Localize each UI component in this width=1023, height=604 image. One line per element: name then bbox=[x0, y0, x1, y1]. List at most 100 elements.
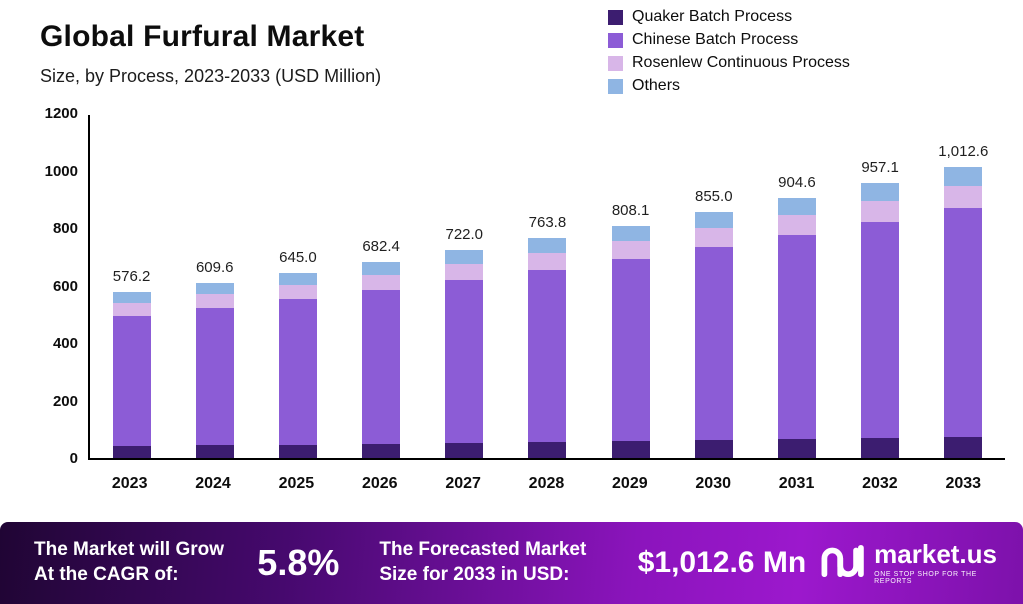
x-tick-2031: 2031 bbox=[778, 475, 815, 492]
legend-item-2: Chinese Batch Process bbox=[608, 31, 850, 49]
chart: 0 200 400 600 800 1000 1200 576.2 609.6 645.0 682.… bbox=[45, 105, 1005, 493]
footer-banner: The Market will Grow At the CAGR of: 5.8… bbox=[0, 522, 1023, 604]
bar-segment bbox=[777, 234, 816, 440]
y-tick-label: 400 bbox=[52, 335, 78, 352]
legend: Quaker Batch Process Chinese Batch Proces… bbox=[608, 8, 850, 95]
bar-total-label: 904.6 bbox=[778, 173, 816, 191]
bar-total-label: 1,012.6 bbox=[938, 142, 989, 160]
bar-segment bbox=[528, 252, 567, 270]
chart-subtitle: Size, by Process, 2023-2033 (USD Million… bbox=[40, 66, 382, 86]
bar-group-2027: 722.0 bbox=[424, 226, 504, 458]
bar-segment bbox=[694, 212, 733, 229]
bar-segment bbox=[944, 186, 983, 209]
bar-segment bbox=[445, 443, 484, 458]
bar-segment bbox=[861, 221, 900, 439]
bar-group-2031: 904.6 bbox=[757, 174, 837, 458]
bar-segment bbox=[611, 258, 650, 442]
bar-segment bbox=[777, 197, 816, 216]
bar-group-2023: 576.2 bbox=[92, 268, 172, 458]
cagr-label: The Market will Grow At the CAGR of: bbox=[34, 539, 225, 585]
bar-total-label: 763.8 bbox=[528, 214, 567, 232]
legend-item-1: Quaker Batch Process bbox=[608, 8, 850, 26]
bar-segment bbox=[611, 241, 650, 259]
bar-segment bbox=[694, 228, 733, 248]
bar-segment bbox=[944, 166, 983, 187]
legend-label: Rosenlew Continuous Process bbox=[632, 54, 850, 71]
legend-label: Quaker Batch Process bbox=[632, 8, 793, 25]
brand-block: market.us ONE STOP SHOP FOR THE REPORTS bbox=[820, 541, 997, 586]
bar-segment bbox=[195, 282, 234, 295]
brand-text: market.us ONE STOP SHOP FOR THE REPORTS bbox=[874, 541, 997, 585]
bar-segment bbox=[861, 201, 900, 222]
bar-group-2033: 1,012.6 bbox=[923, 143, 1003, 458]
brand-name: market.us bbox=[874, 539, 997, 569]
x-tick-2033: 2033 bbox=[945, 475, 982, 492]
y-tick-label: 800 bbox=[52, 220, 78, 237]
x-axis-labels: 2023 2024 2025 2026 2027 2028 2029 2030 2031 2032… bbox=[88, 475, 1005, 493]
bar-segment bbox=[278, 298, 317, 445]
cagr-value: 5.8% bbox=[257, 542, 340, 583]
plot-area: 0 200 400 600 800 1000 1200 576.2 609.6 645.0 682.… bbox=[45, 105, 1005, 467]
bar-segment bbox=[694, 247, 733, 441]
bar-group-2028: 763.8 bbox=[507, 214, 587, 458]
x-tick-2030: 2030 bbox=[695, 475, 731, 492]
bar-total-label: 855.0 bbox=[695, 188, 733, 206]
x-tick-2028: 2028 bbox=[528, 475, 565, 492]
y-tick-label: 1200 bbox=[44, 105, 78, 122]
bar-segment bbox=[278, 284, 317, 299]
bar-segment bbox=[528, 238, 567, 253]
bar-segment bbox=[611, 225, 650, 242]
bar-segment bbox=[944, 437, 983, 458]
bar-segment bbox=[611, 441, 650, 458]
bar-segment bbox=[362, 261, 401, 275]
y-tick-label: 200 bbox=[52, 392, 78, 410]
bar-total-label: 576.2 bbox=[112, 268, 151, 286]
bar-segment bbox=[362, 274, 401, 290]
bar-segment bbox=[278, 444, 317, 458]
bar-2027 bbox=[445, 250, 484, 458]
bar-segment bbox=[528, 442, 567, 458]
bar-segment bbox=[195, 307, 234, 446]
bar-2024 bbox=[195, 282, 234, 458]
x-tick-2024: 2024 bbox=[195, 475, 231, 492]
x-tick-2023: 2023 bbox=[111, 475, 148, 492]
bar-2023 bbox=[112, 292, 151, 458]
x-tick-2025: 2025 bbox=[278, 475, 315, 492]
bar-total-label: 957.1 bbox=[861, 158, 899, 176]
bar-segment bbox=[861, 182, 900, 202]
brand-tagline: ONE STOP SHOP FOR THE REPORTS bbox=[874, 571, 977, 585]
bar-segment bbox=[112, 292, 151, 304]
forecast-value: $1,012.6 Mn bbox=[637, 546, 807, 579]
bar-2030 bbox=[694, 212, 733, 458]
bar-segment bbox=[445, 250, 484, 265]
legend-item-4: Others bbox=[608, 77, 850, 95]
bar-total-label: 722.0 bbox=[445, 226, 484, 244]
bar-group-2025: 645.0 bbox=[258, 249, 338, 458]
y-tick-label: 1000 bbox=[44, 162, 78, 180]
bar-segment bbox=[112, 446, 151, 458]
bar-segment bbox=[112, 315, 151, 447]
bar-2032 bbox=[861, 182, 900, 458]
legend-swatch bbox=[608, 55, 623, 71]
bar-segment bbox=[861, 438, 900, 458]
bar-segment bbox=[362, 289, 401, 444]
bar-segment bbox=[362, 443, 401, 458]
bar-group-2024: 609.6 bbox=[175, 259, 255, 458]
x-tick-2032: 2032 bbox=[862, 475, 898, 492]
bar-segment bbox=[777, 439, 816, 458]
legend-item-3: Rosenlew Continuous Process bbox=[608, 54, 850, 72]
x-tick-2027: 2027 bbox=[445, 475, 481, 492]
bar-2026 bbox=[362, 261, 401, 458]
bar-segment bbox=[694, 440, 733, 458]
bar-total-label: 609.6 bbox=[195, 258, 234, 276]
bar-segment bbox=[195, 294, 234, 308]
bar-2025 bbox=[278, 272, 317, 458]
bar-segment bbox=[195, 445, 234, 458]
bar-segment bbox=[112, 303, 151, 316]
x-tick-2026: 2026 bbox=[361, 475, 398, 492]
legend-swatch bbox=[608, 9, 623, 25]
bar-segment bbox=[944, 208, 983, 437]
bar-segment bbox=[445, 264, 484, 280]
forecast-label: The Forecasted Market Size for 2033 in U… bbox=[379, 539, 587, 585]
